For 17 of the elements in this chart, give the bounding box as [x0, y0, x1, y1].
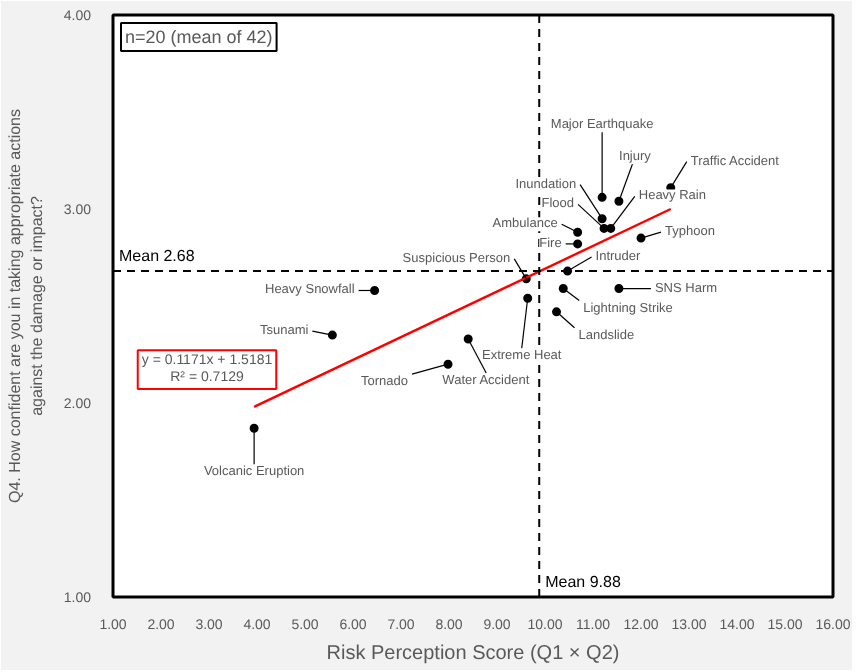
- point: [552, 307, 562, 317]
- x-axis-title: Risk Perception Score (Q1 × Q2): [326, 643, 620, 665]
- point: [558, 284, 568, 294]
- point: [606, 223, 616, 233]
- point: [327, 330, 337, 340]
- point: [370, 285, 380, 295]
- point: [597, 214, 607, 224]
- point: [614, 284, 624, 294]
- point: [573, 227, 583, 237]
- point: [636, 233, 646, 243]
- point: [523, 293, 533, 303]
- ref-line-label: Mean 9.88: [545, 573, 622, 591]
- annotation: n=20 (mean of 42): [125, 27, 273, 47]
- point: [597, 192, 607, 202]
- point: [614, 196, 624, 206]
- y-axis-title: Q4. How confident are you in taking appropriate actions against the damage or impact?: [6, 108, 46, 503]
- ref-line-label: Mean 2.68: [119, 247, 196, 266]
